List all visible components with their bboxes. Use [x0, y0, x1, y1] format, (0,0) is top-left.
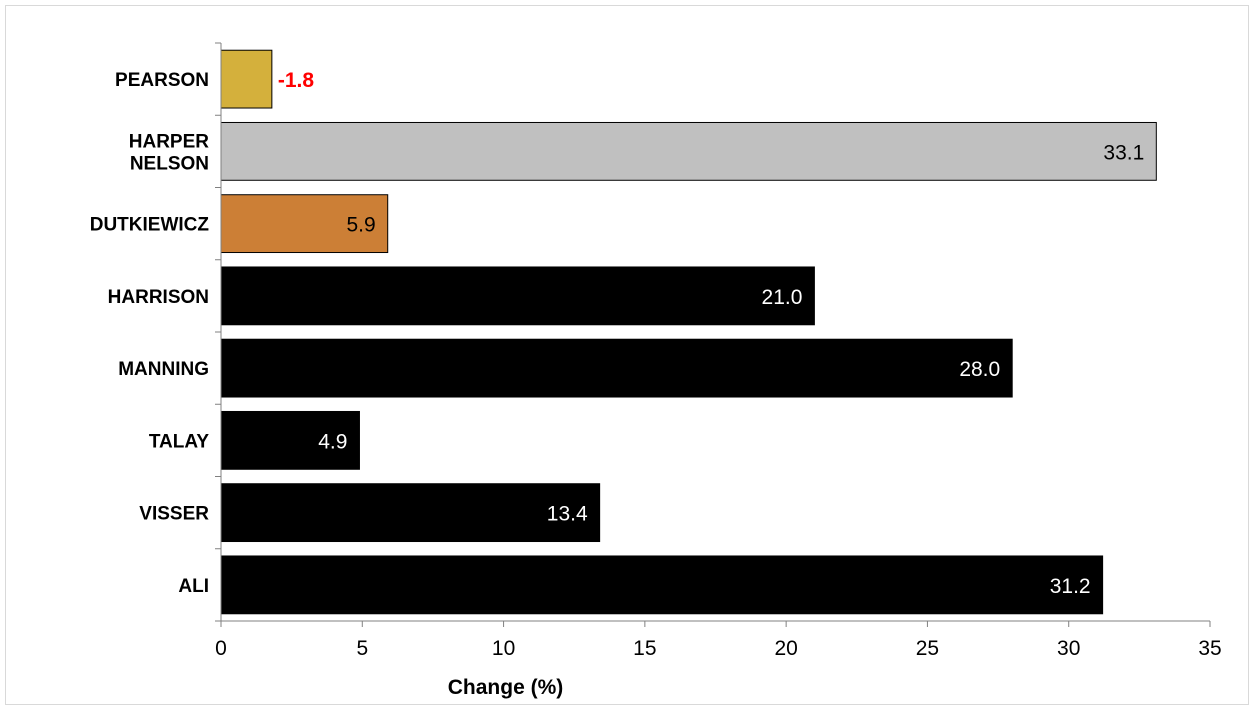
- category-label: TALAY: [149, 431, 210, 452]
- axes: [215, 42, 1210, 622]
- bar-pearson: [220, 49, 273, 109]
- data-label: 4.9: [318, 430, 347, 453]
- data-label: 5.9: [347, 214, 376, 237]
- x-ticks: 0 5 10 15 20 25 30 35: [215, 621, 1222, 660]
- data-label: 31.2: [1050, 575, 1091, 598]
- data-label: 33.1: [1103, 141, 1144, 164]
- x-tick-label: 15: [633, 637, 656, 660]
- data-labels: -1.8 33.1 5.9 21.0 28.0 4.9 13.4 31.2: [278, 69, 1144, 598]
- x-tick-label: 20: [774, 637, 797, 660]
- data-label: 21.0: [762, 286, 803, 309]
- x-axis-title: Change (%): [448, 676, 564, 699]
- bar-manning: [220, 338, 1013, 398]
- category-label: PEARSON: [115, 70, 209, 91]
- category-label: HARPER NELSON: [129, 131, 210, 174]
- category-label: ALI: [178, 576, 209, 597]
- bar-ali: [220, 555, 1104, 615]
- bar-harper-nelson: [220, 121, 1157, 181]
- x-tick-label: 35: [1198, 637, 1221, 660]
- category-label: HARRISON: [108, 287, 209, 308]
- x-tick-label: 10: [492, 637, 515, 660]
- category-label: MANNING: [118, 359, 209, 380]
- bar-chart: PEARSON HARPER NELSON DUTKIEWICZ HARRISON MAN…: [90, 42, 1222, 699]
- x-tick-label: 0: [215, 637, 227, 660]
- category-label: VISSER: [139, 504, 209, 525]
- category-label: DUTKIEWICZ: [90, 215, 210, 236]
- category-labels: PEARSON HARPER NELSON DUTKIEWICZ HARRISON MAN…: [90, 70, 210, 597]
- bar-talay: [220, 410, 360, 470]
- x-tick-label: 30: [1057, 637, 1080, 660]
- x-tick-label: 5: [356, 637, 368, 660]
- x-tick-label: 25: [916, 637, 939, 660]
- data-label: 13.4: [547, 503, 588, 526]
- bar-dutkiewicz: [220, 194, 389, 254]
- chart-frame: PEARSON HARPER NELSON DUTKIEWICZ HARRISON MAN…: [5, 5, 1249, 705]
- data-label: 28.0: [959, 358, 1000, 381]
- data-label: -1.8: [278, 69, 315, 92]
- bar-harrison: [220, 266, 815, 326]
- bar-visser: [220, 483, 601, 543]
- bars-group: [220, 49, 1157, 615]
